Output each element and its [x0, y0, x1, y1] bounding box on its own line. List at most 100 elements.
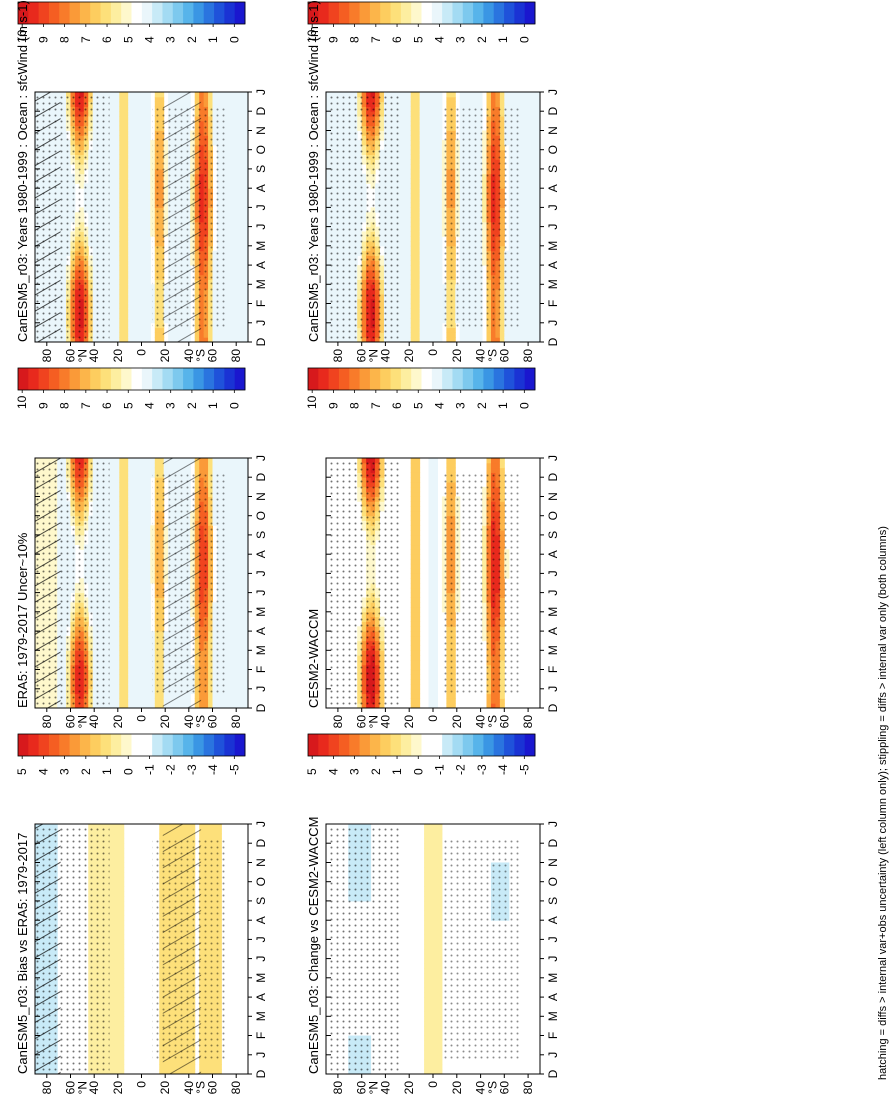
field-cell [243, 154, 249, 160]
field-cell [243, 313, 249, 319]
field-cell [128, 245, 134, 252]
lat-label: 40 [87, 349, 101, 363]
field-cell [517, 188, 523, 194]
field-cell [110, 173, 116, 180]
month-label: F [254, 300, 268, 307]
colorbar-swatch [318, 2, 330, 24]
field-cell [132, 111, 138, 117]
field-cell [517, 327, 523, 333]
field-cell [145, 164, 151, 170]
field-cell [145, 197, 151, 204]
field-cell [446, 101, 452, 107]
field-cell [243, 202, 249, 208]
field-cell [433, 298, 438, 305]
field-cell [522, 159, 528, 165]
colorbar-swatch [462, 368, 474, 390]
field-cell [526, 92, 532, 98]
field-cell [468, 337, 474, 343]
field-cell [230, 212, 236, 218]
field-cell [428, 293, 434, 300]
colorbar-swatch [48, 368, 60, 390]
field-cell [128, 188, 134, 194]
field-cell [406, 106, 412, 112]
colorbar-swatch [369, 734, 381, 756]
field-cell [123, 327, 129, 333]
field-cell [415, 120, 421, 127]
field-cell [114, 236, 120, 242]
field-cell [119, 92, 125, 98]
field-cell [415, 140, 421, 146]
field-cell [504, 327, 510, 333]
field-cell [522, 135, 528, 141]
field-cell [119, 217, 125, 223]
colorbar-tick-label: -1 [433, 764, 447, 775]
field-cell [119, 284, 125, 290]
month-label: A [254, 184, 268, 192]
field-cell [401, 197, 407, 204]
field-cell [159, 101, 165, 107]
field-cell [526, 135, 532, 141]
field-cell [114, 231, 120, 237]
field-cell [415, 183, 421, 189]
field-cell [230, 332, 236, 338]
field-cell [410, 236, 416, 242]
field-cell [406, 92, 412, 98]
colorbar-swatch [28, 2, 40, 24]
field-cell [437, 125, 443, 131]
field-cell [433, 332, 438, 338]
field-cell [123, 241, 129, 247]
field-cell [230, 317, 236, 324]
field-cell [110, 192, 116, 199]
field-cell [517, 207, 523, 213]
field-cell [424, 111, 430, 117]
field-cell [243, 245, 249, 252]
field-cell [531, 327, 537, 333]
field-cell [522, 197, 528, 204]
field-cell [243, 120, 249, 127]
field-cell [401, 207, 407, 213]
field-cell [486, 96, 492, 103]
colorbar-tick-label: 4 [433, 402, 447, 409]
field-cell [522, 250, 528, 256]
field-cell [526, 217, 532, 223]
field-cell [230, 116, 236, 122]
colorbar-swatch [308, 2, 319, 24]
colorbar-swatch [162, 734, 174, 756]
field-cell [110, 183, 116, 189]
colorbar-frame [17, 1, 246, 25]
field-cell [114, 135, 120, 141]
field-cell [419, 149, 425, 155]
field-cell [243, 303, 249, 309]
field-cell [517, 164, 523, 170]
field-cell [123, 293, 129, 300]
field-cell [132, 101, 138, 107]
colorbar-swatch [69, 2, 81, 24]
field-cell [225, 226, 231, 232]
field-cell [128, 207, 134, 213]
field-cell [212, 337, 218, 343]
field-cell [419, 289, 425, 295]
field-cell [526, 207, 532, 213]
field-cell [415, 92, 421, 98]
field-cell [132, 313, 138, 319]
hatch-overlay [35, 92, 61, 342]
field-cell [159, 332, 165, 338]
field-cell [415, 111, 421, 117]
field-cell [410, 289, 416, 295]
colorbar-swatch [390, 368, 402, 390]
field-cell [401, 337, 407, 343]
field-cell [114, 92, 120, 98]
field-cell [199, 92, 205, 98]
field-cell [522, 92, 528, 98]
field-cell [419, 159, 425, 165]
field-cell [415, 269, 421, 276]
field-cell [123, 231, 129, 237]
colorbar-tick-label: -3 [475, 764, 489, 775]
field-cell [410, 164, 416, 170]
field-cell [531, 317, 537, 324]
field-cell [526, 101, 532, 107]
field-cell [437, 322, 443, 329]
field-cell [145, 250, 151, 256]
field-cell [419, 265, 425, 271]
field-cell [114, 255, 120, 261]
